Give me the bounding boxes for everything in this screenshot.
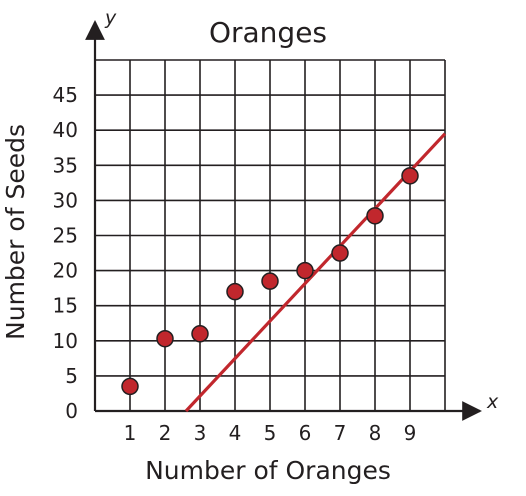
x-tick-label: 3 <box>194 421 207 445</box>
x-tick-label: 7 <box>334 421 347 445</box>
y-tick-label: 45 <box>53 83 78 107</box>
data-point <box>121 377 139 396</box>
y-tick-labels: 0 5 10 15 20 25 30 35 40 45 <box>53 83 78 423</box>
y-tick-label: 40 <box>53 118 78 142</box>
y-tick-label: 15 <box>53 294 78 318</box>
chart-title: Oranges <box>209 16 327 49</box>
x-axis-letter: x <box>486 391 499 413</box>
data-point <box>401 167 419 185</box>
x-axis-label: Number of Oranges <box>145 456 391 485</box>
data-point <box>296 261 314 280</box>
data-point <box>156 329 174 348</box>
x-tick-label: 9 <box>404 421 417 445</box>
trend-line-group <box>184 132 447 413</box>
x-tick-label: 6 <box>299 421 312 445</box>
y-tick-label: 30 <box>53 188 78 212</box>
data-point <box>226 282 244 301</box>
data-point <box>331 244 349 262</box>
y-axis-label: Number of Seeds <box>1 124 30 340</box>
data-point <box>366 207 384 225</box>
x-tick-label: 8 <box>369 421 382 445</box>
grid <box>95 59 446 411</box>
x-tick-label: 1 <box>124 421 137 445</box>
y-tick-label: 10 <box>53 329 78 353</box>
trend-line <box>184 132 447 413</box>
x-tick-label: 5 <box>264 421 277 445</box>
data-point <box>261 272 279 290</box>
y-tick-label: 35 <box>53 153 78 177</box>
y-tick-label: 20 <box>53 259 78 283</box>
y-tick-label: 0 <box>65 399 78 423</box>
x-tick-label: 4 <box>229 421 242 445</box>
data-point <box>191 325 209 343</box>
data-points <box>121 167 419 396</box>
y-axis-letter: y <box>104 7 117 29</box>
axes <box>85 20 482 421</box>
x-tick-label: 2 <box>159 421 172 445</box>
y-tick-label: 5 <box>65 364 78 388</box>
y-tick-label: 25 <box>53 224 78 248</box>
